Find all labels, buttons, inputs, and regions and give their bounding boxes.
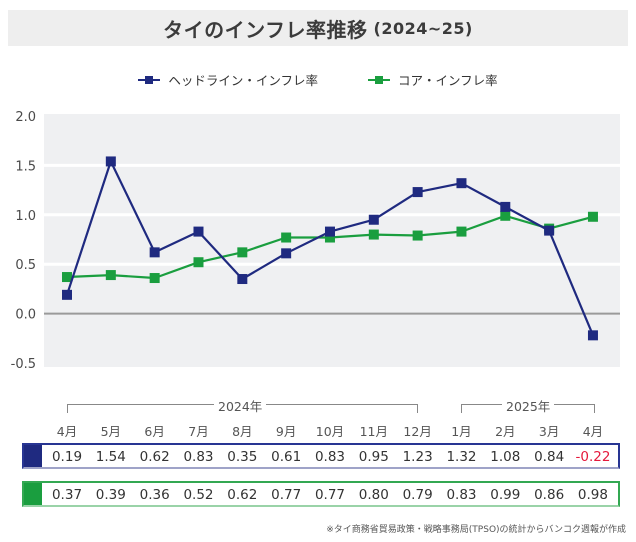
- data-point-headline: [62, 289, 72, 300]
- data-point-core: [587, 211, 598, 222]
- chart-subtitle: (2024~25): [373, 18, 473, 38]
- year-label-2025: 2025年: [502, 396, 555, 415]
- x-tick-label: 10月: [315, 424, 345, 439]
- table-cell-headline: 0.83: [183, 449, 214, 465]
- x-tick-label: 12月: [403, 424, 432, 439]
- x-tick-label: 5月: [100, 424, 122, 439]
- table-cell-core: 0.39: [95, 487, 126, 503]
- table-cell-core: 0.36: [139, 487, 170, 503]
- x-tick-label: 1月: [451, 424, 472, 439]
- x-tick-label: 3月: [538, 424, 560, 439]
- table-cell-core: 0.52: [183, 487, 214, 503]
- data-point-core: [193, 257, 204, 268]
- table-cell-headline: 0.95: [358, 449, 389, 465]
- year-label-2024: 2024年: [214, 396, 267, 415]
- line-chart: 2.0 1.5 1.0 0.5 0.0 -0.5: [11, 110, 620, 372]
- data-point-headline: [105, 156, 116, 167]
- table-cell-headline: 1.08: [490, 449, 521, 465]
- row-swatch-core: [24, 483, 42, 505]
- y-tick-label: 1.0: [15, 209, 36, 224]
- table-row-headline: 0.19 1.54 0.62 0.83 0.35 0.61 0.83 0.95 1.23 1.32…: [22, 443, 620, 469]
- x-tick-label: 4月: [582, 424, 604, 439]
- x-tick-label: 8月: [232, 424, 253, 439]
- data-point-headline: [368, 214, 379, 225]
- data-point-headline: [193, 226, 204, 237]
- table-cell-headline: 1.23: [402, 449, 433, 465]
- x-tick-label: 2月: [495, 424, 516, 439]
- data-point-headline: [412, 187, 423, 198]
- legend-label-headline: ヘッドライン・インフレ率: [168, 73, 318, 88]
- data-point-core: [281, 232, 292, 243]
- data-point-core: [105, 270, 116, 281]
- data-point-core: [412, 230, 423, 241]
- data-point-headline: [281, 248, 292, 259]
- x-tick-label: 11月: [359, 424, 388, 439]
- table-cell-headline: 0.62: [139, 449, 170, 465]
- y-tick-label: 1.5: [15, 159, 36, 174]
- chart-title-bar: タイのインフレ率推移 (2024~25): [8, 10, 628, 46]
- table-cell-core: 0.80: [358, 487, 389, 503]
- x-tick-label: 6月: [144, 424, 165, 439]
- table-cell-core: 0.37: [51, 487, 83, 503]
- data-point-headline: [324, 226, 335, 237]
- legend: ヘッドライン・インフレ率 コア・インフレ率: [0, 70, 636, 89]
- y-tick-label: 2.0: [15, 110, 36, 125]
- x-tick-label: 9月: [275, 424, 297, 439]
- data-point-headline: [587, 330, 598, 341]
- legend-item-core: コア・インフレ率: [368, 70, 498, 89]
- table-cell-core: 0.62: [227, 487, 258, 503]
- data-point-core: [237, 247, 248, 258]
- table-cell-headline: 0.83: [314, 449, 345, 465]
- y-tick-label: -0.5: [11, 357, 36, 372]
- legend-item-headline: ヘッドライン・インフレ率: [138, 70, 318, 89]
- table-cell-headline: 1.32: [446, 449, 477, 465]
- table-cell-headline: 0.61: [271, 449, 302, 465]
- table-cell-headline: 0.35: [227, 449, 258, 465]
- table-cell-core: 0.86: [534, 487, 565, 503]
- data-point-core: [62, 272, 72, 283]
- table-cell-headline: 1.54: [95, 449, 126, 465]
- table-cell-headline: 0.19: [51, 449, 83, 465]
- chart-title: タイのインフレ率推移: [163, 17, 368, 42]
- data-point-headline: [500, 201, 511, 212]
- table-cell-core: 0.98: [577, 487, 608, 503]
- footnote: ※タイ商務省貿易政策・戦略事務局(TPSO)の統計からバンコク週報が作成: [326, 525, 626, 535]
- legend-swatch-core: [368, 75, 390, 84]
- data-point-core: [324, 232, 335, 243]
- data-point-headline: [237, 274, 248, 285]
- y-tick-label: 0.5: [15, 258, 36, 273]
- table-cell-core: 0.79: [402, 487, 433, 503]
- table-row-core: 0.37 0.39 0.36 0.52 0.62 0.77 0.77 0.80 0.79 0.83…: [22, 481, 620, 507]
- table-cell-core: 0.77: [271, 487, 302, 503]
- data-point-headline: [456, 178, 467, 189]
- table-cell-core: 0.77: [314, 487, 345, 503]
- table-cell-core: 0.83: [446, 487, 477, 503]
- month-axis: 4月 5月 6月 7月 8月 9月 10月 11月 12月 1月 2月 3月 4月: [0, 421, 636, 439]
- row-swatch-headline: [24, 445, 42, 467]
- table-cell-headline: -0.22: [575, 449, 611, 465]
- x-tick-label: 7月: [188, 424, 209, 439]
- data-point-core: [368, 229, 379, 240]
- data-point-core: [456, 226, 467, 237]
- data-point-headline: [544, 225, 555, 236]
- data-point-headline: [149, 247, 160, 258]
- data-point-core: [149, 273, 160, 284]
- table-cell-core: 0.99: [490, 487, 521, 503]
- table-cell-headline: 0.84: [534, 449, 565, 465]
- data-point-core: [500, 210, 511, 221]
- legend-label-core: コア・インフレ率: [398, 73, 498, 88]
- x-tick-label: 4月: [56, 424, 78, 439]
- y-tick-label: 0.0: [15, 308, 36, 323]
- legend-swatch-headline: [138, 75, 161, 84]
